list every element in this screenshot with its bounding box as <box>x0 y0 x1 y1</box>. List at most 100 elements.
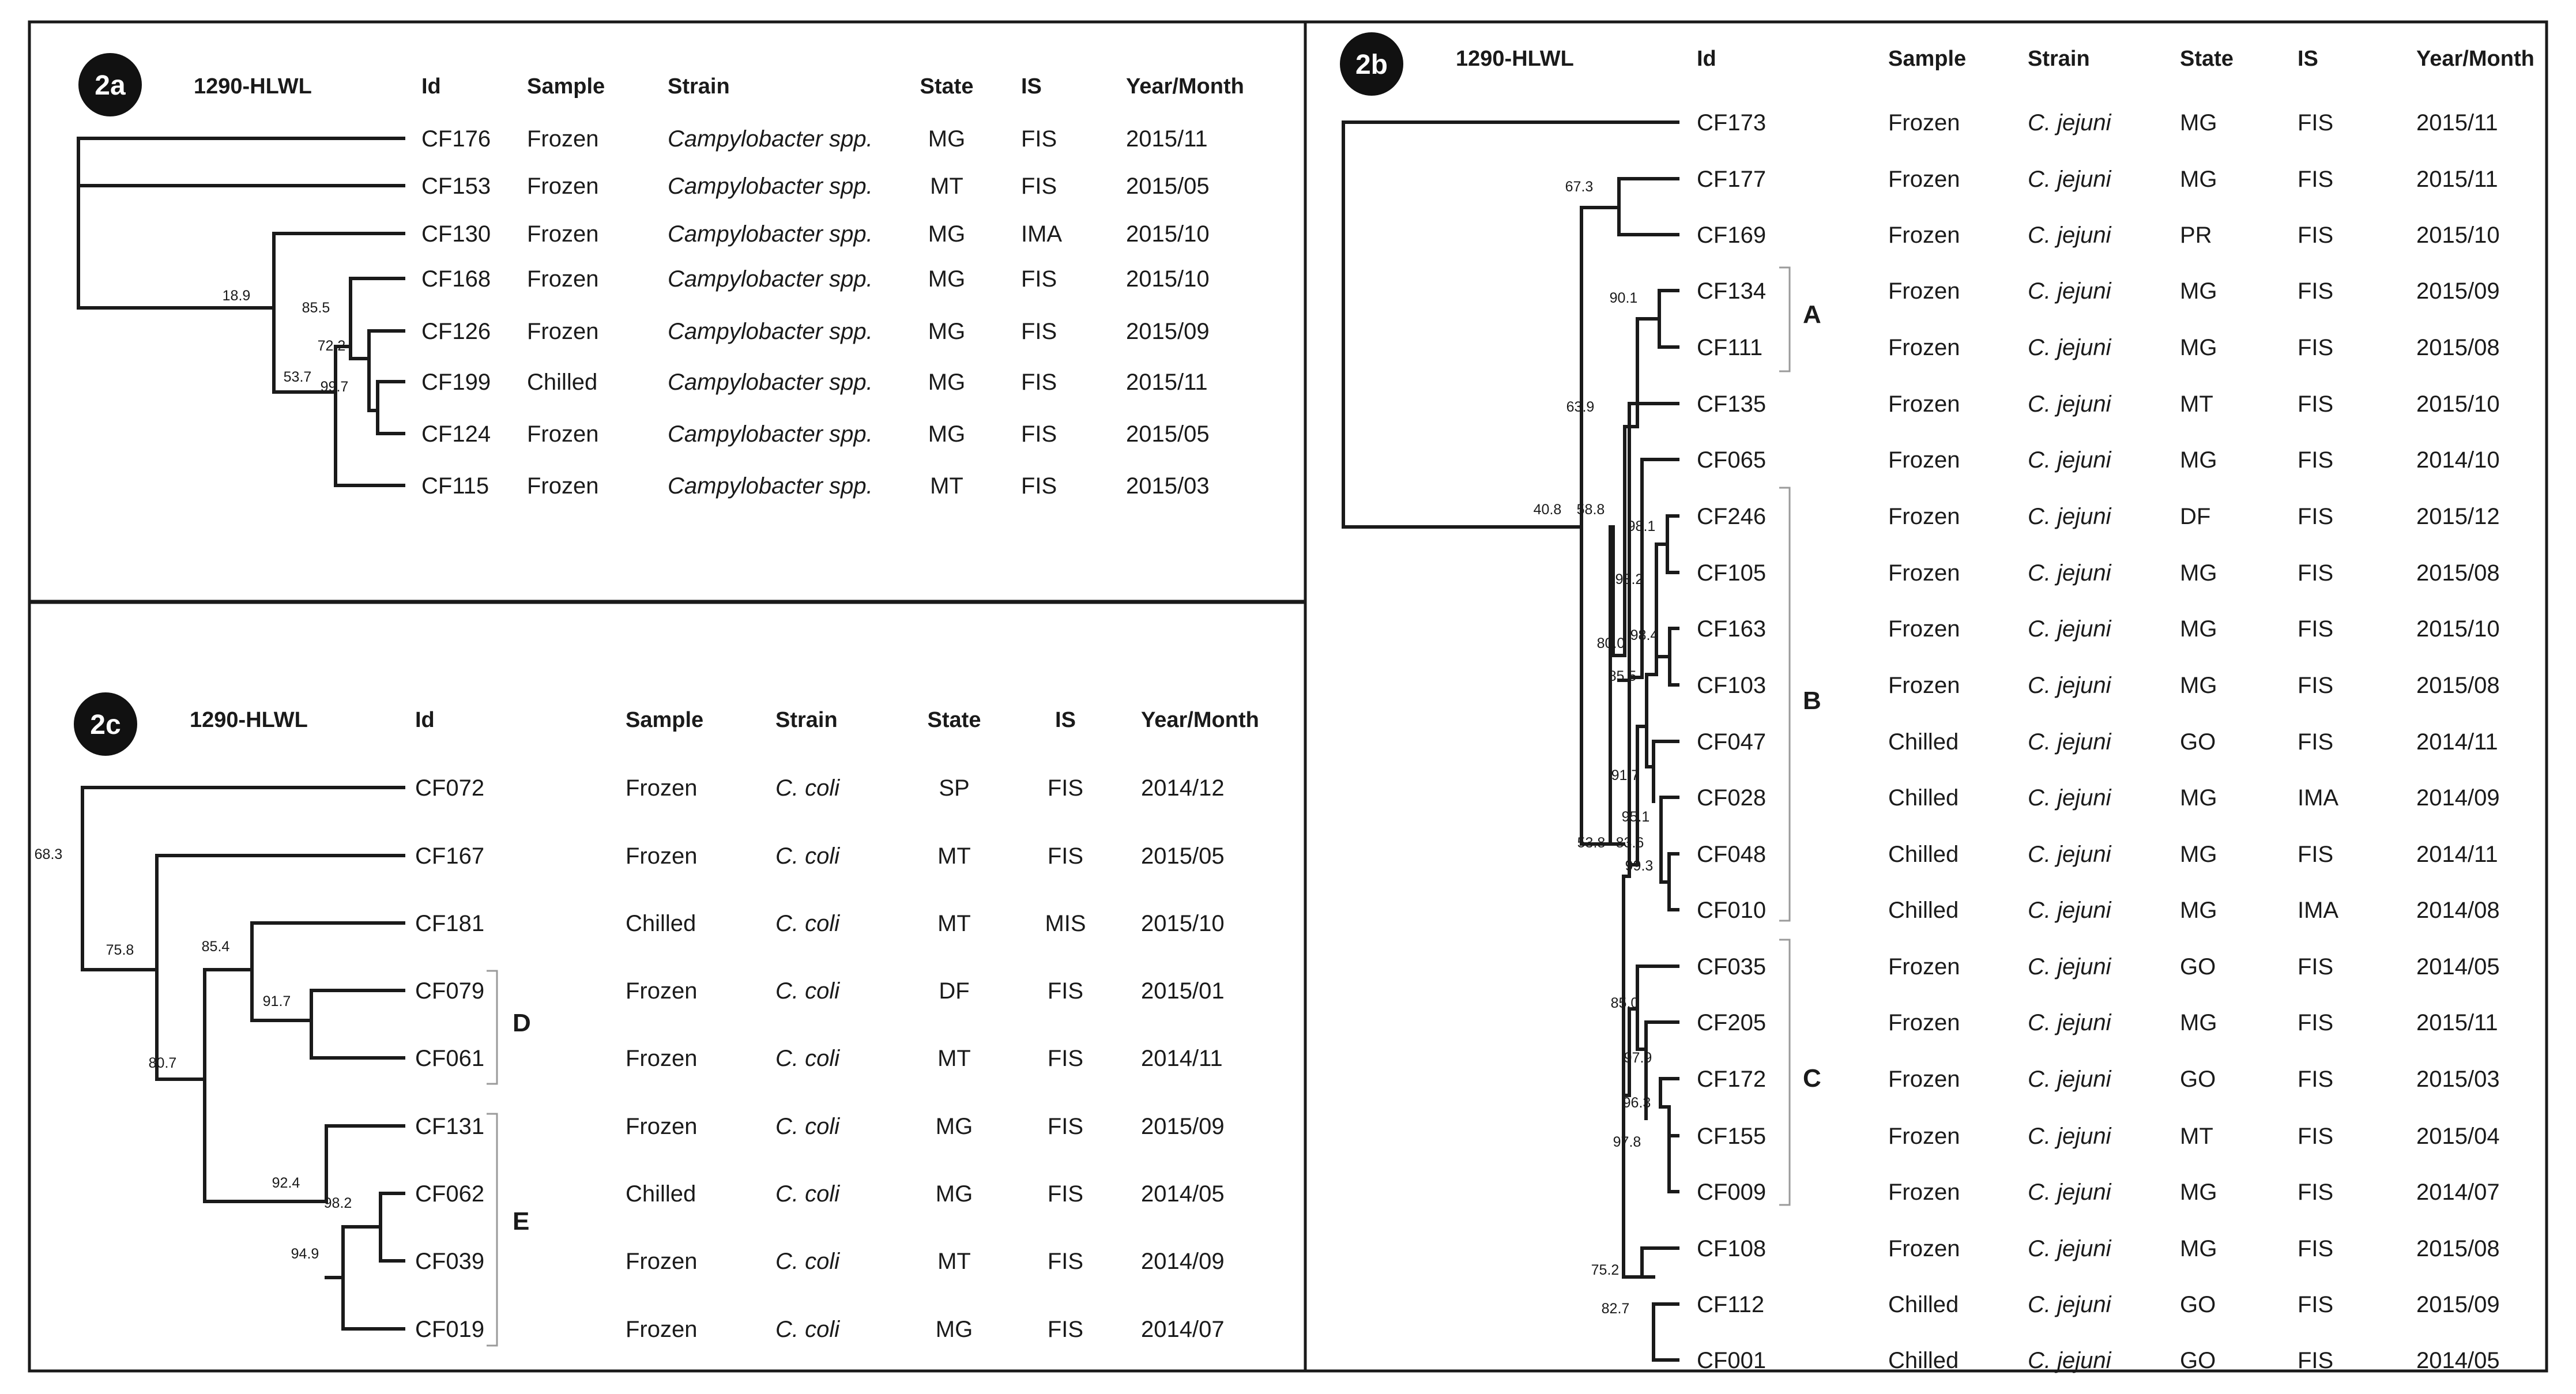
strain-cell: C. coli <box>775 1249 840 1274</box>
year-month-cell: 2015/10 <box>2416 616 2500 642</box>
table-row: CF072 Frozen C. coli SP FIS 2014/12 <box>415 775 1225 801</box>
table-row: CF112 Chilled C. jejuni GO FIS 2015/09 <box>1697 1292 2500 1317</box>
cluster-bracket <box>1779 487 1791 922</box>
state-cell: MT <box>937 843 971 869</box>
bootstrap-value: 97.9 <box>1624 1050 1652 1066</box>
year-month-cell: 2014/10 <box>2416 447 2500 473</box>
table-row: CF126 Frozen Campylobacter spp. MG FIS 2015/0… <box>421 319 1210 344</box>
sample-cell: Frozen <box>626 1249 698 1274</box>
strain-cell: Campylobacter spp. <box>668 266 873 292</box>
bootstrap-value: 63.9 <box>1566 399 1595 415</box>
year-month-cell: 2014/12 <box>1141 775 1225 801</box>
sample-cell: Frozen <box>1888 504 1960 529</box>
sample-cell: Frozen <box>1888 1010 1960 1035</box>
sample-cell: Chilled <box>1888 898 1959 923</box>
bootstrap-value: 58.8 <box>1577 502 1605 518</box>
column-header-is: IS <box>2298 47 2318 71</box>
isolate-id: CF019 <box>415 1317 484 1342</box>
bootstrap-value: 53.8 <box>1577 835 1606 851</box>
sample-cell: Frozen <box>1888 1124 1960 1149</box>
strain-cell: C. jejuni <box>2028 729 2112 755</box>
isolate-id: CF163 <box>1697 616 1766 642</box>
sample-cell: Frozen <box>626 1317 698 1342</box>
strain-cell: C. jejuni <box>2028 1010 2112 1035</box>
bootstrap-value: 99.3 <box>1625 858 1654 874</box>
strain-cell: C. jejuni <box>2028 504 2112 529</box>
table-row: CF163 Frozen C. jejuni MG FIS 2015/10 <box>1697 616 2500 642</box>
table-row: CF181 Chilled C. coli MT MIS 2015/10 <box>415 911 1225 936</box>
state-cell: MT <box>937 1249 971 1274</box>
cluster-bracket <box>1779 266 1791 372</box>
cluster-label-c: C <box>1803 1064 1821 1092</box>
strain-cell: C. jejuni <box>2028 1124 2112 1149</box>
cluster-label-b: B <box>1803 687 1821 715</box>
is-cell: FIS <box>2298 110 2333 135</box>
strain-cell: Campylobacter spp. <box>668 221 873 247</box>
isolate-id: CF039 <box>415 1249 484 1274</box>
is-cell: FIS <box>1021 421 1057 447</box>
year-month-cell: 2015/11 <box>2416 110 2498 135</box>
state-cell: MG <box>928 266 965 292</box>
sample-cell: Frozen <box>1888 335 1960 360</box>
bootstrap-value: 99.7 <box>321 379 349 395</box>
state-cell: MG <box>928 319 965 344</box>
isolate-id: CF047 <box>1697 729 1766 755</box>
bootstrap-value: 85.0 <box>1611 995 1639 1011</box>
bootstrap-value: 53.7 <box>284 369 312 385</box>
state-cell: MG <box>936 1181 973 1207</box>
year-month-cell: 2015/10 <box>1126 266 1210 292</box>
year-month-cell: 2014/09 <box>2416 785 2500 811</box>
panel-2b-title: 1290-HLWL <box>1456 47 1574 71</box>
isolate-id: CF153 <box>421 174 491 199</box>
table-row: CF047 Chilled C. jejuni GO FIS 2014/11 <box>1697 729 2498 755</box>
is-cell: FIS <box>1048 775 1083 801</box>
table-row: CF177 Frozen C. jejuni MG FIS 2015/11 <box>1697 167 2498 192</box>
sample-cell: Frozen <box>1888 673 1960 698</box>
table-row: CF168 Frozen Campylobacter spp. MG FIS 2015/1… <box>421 266 1210 292</box>
strain-cell: C. coli <box>775 1317 840 1342</box>
column-header-state: State <box>928 708 981 732</box>
panel-2a: Id Sample Strain State IS Year/Month CF176 Froz… <box>77 74 1244 499</box>
is-cell: FIS <box>2298 1292 2333 1317</box>
strain-cell: C. coli <box>775 978 840 1004</box>
state-cell: MG <box>2180 616 2217 642</box>
year-month-cell: 2015/09 <box>2416 1292 2500 1317</box>
year-month-cell: 2014/11 <box>2416 842 2498 867</box>
sample-cell: Frozen <box>527 221 599 247</box>
sample-cell: Frozen <box>1888 616 1960 642</box>
strain-cell: C. jejuni <box>2028 223 2112 248</box>
bootstrap-value: 18.9 <box>223 288 251 304</box>
cluster-bracket <box>487 970 498 1085</box>
bootstrap-value: 90.1 <box>1610 290 1638 306</box>
state-cell: MG <box>2180 785 2217 811</box>
year-month-cell: 2014/05 <box>2416 1348 2500 1373</box>
sample-cell: Chilled <box>1888 842 1959 867</box>
year-month-cell: 2015/05 <box>1126 174 1210 199</box>
year-month-cell: 2015/11 <box>2416 167 2498 192</box>
strain-cell: C. jejuni <box>2028 278 2112 304</box>
bootstrap-value: 82.7 <box>1602 1301 1630 1317</box>
isolate-id: CF173 <box>1697 110 1766 135</box>
is-cell: FIS <box>2298 223 2333 248</box>
year-month-cell: 2014/05 <box>1141 1181 1225 1207</box>
sample-cell: Chilled <box>527 370 597 395</box>
table-row: CF173 Frozen C. jejuni MG FIS 2015/11 <box>1697 110 2498 135</box>
isolate-id: CF072 <box>415 775 484 801</box>
panel-2b-label: 2b <box>1355 50 1388 80</box>
is-cell: FIS <box>2298 278 2333 304</box>
isolate-id: CF010 <box>1697 898 1766 923</box>
is-cell: FIS <box>2298 335 2333 360</box>
isolate-id: CF169 <box>1697 223 1766 248</box>
state-cell: MG <box>2180 898 2217 923</box>
year-month-cell: 2015/11 <box>2416 1010 2498 1035</box>
sample-cell: Frozen <box>527 266 599 292</box>
panel-2b-badge: 2b <box>1340 32 1403 96</box>
strain-cell: C. coli <box>775 1114 840 1139</box>
state-cell: GO <box>2180 1067 2216 1092</box>
isolate-id: CF111 <box>1697 335 1762 360</box>
sample-cell: Frozen <box>527 319 599 344</box>
strain-cell: C. jejuni <box>2028 1067 2112 1092</box>
isolate-id: CF065 <box>1697 447 1766 473</box>
table-row: CF205 Frozen C. jejuni MG FIS 2015/11 <box>1697 1010 2498 1035</box>
cluster-bracket <box>1779 939 1791 1206</box>
